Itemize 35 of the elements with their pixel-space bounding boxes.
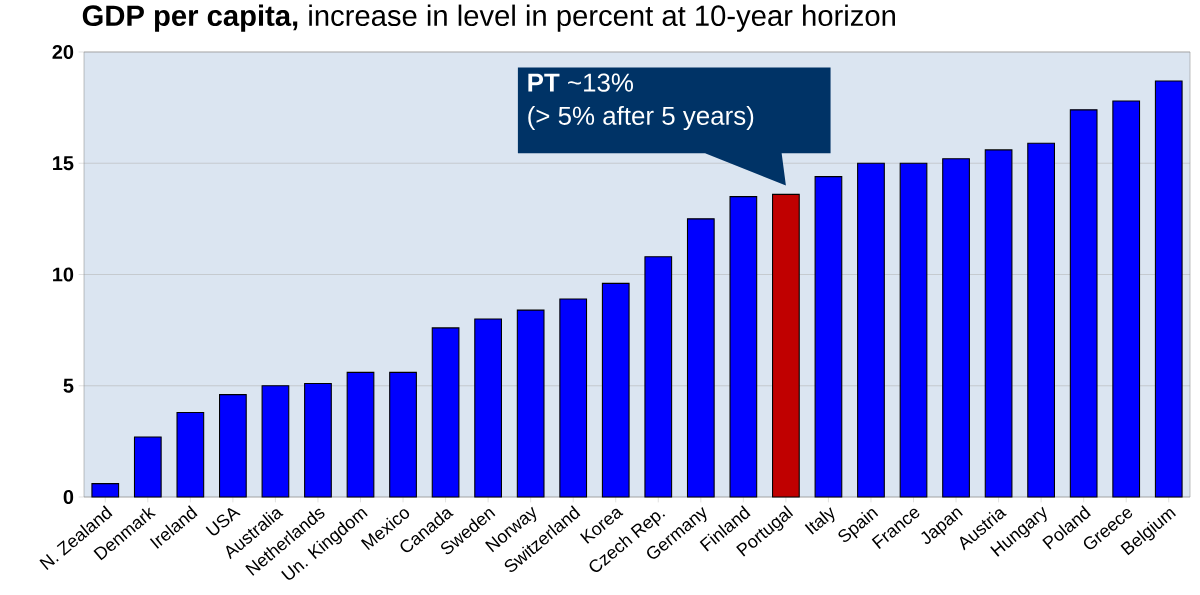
bar bbox=[304, 383, 332, 498]
bar bbox=[1027, 142, 1055, 498]
annotation: PT ~13% bbox=[528, 73, 633, 92]
bar bbox=[389, 371, 417, 498]
bar bbox=[1069, 109, 1098, 498]
bar bbox=[942, 158, 970, 498]
annotation: (> 5% after 5 years) bbox=[528, 105, 754, 131]
bar bbox=[729, 196, 758, 498]
bar bbox=[91, 483, 120, 498]
bar bbox=[857, 162, 885, 498]
y-tick-label: 0 bbox=[63, 489, 74, 505]
y-tick-label: 10 bbox=[53, 267, 74, 282]
bar bbox=[346, 371, 375, 498]
bar bbox=[261, 385, 290, 498]
bar bbox=[176, 411, 205, 498]
bar bbox=[1154, 80, 1183, 498]
bar bbox=[814, 176, 843, 498]
chart-title: GDP per capita, increase in level in percent at 10-year horizon bbox=[82, 4, 895, 32]
y-tick-label: 15 bbox=[53, 156, 74, 171]
bar bbox=[431, 327, 460, 498]
bar bbox=[133, 436, 162, 498]
y-tick-label: 5 bbox=[63, 378, 74, 393]
bar bbox=[516, 309, 545, 498]
bar bbox=[219, 394, 247, 498]
bar bbox=[601, 282, 630, 498]
bar bbox=[772, 193, 800, 498]
bar bbox=[474, 318, 502, 498]
bar bbox=[644, 256, 673, 498]
bar bbox=[899, 162, 928, 498]
bar bbox=[1112, 100, 1141, 498]
bar bbox=[559, 298, 588, 498]
bar bbox=[984, 149, 1013, 498]
x-tick-label: Italy bbox=[804, 507, 835, 535]
bar bbox=[686, 218, 715, 498]
y-tick-label: 20 bbox=[52, 44, 74, 60]
